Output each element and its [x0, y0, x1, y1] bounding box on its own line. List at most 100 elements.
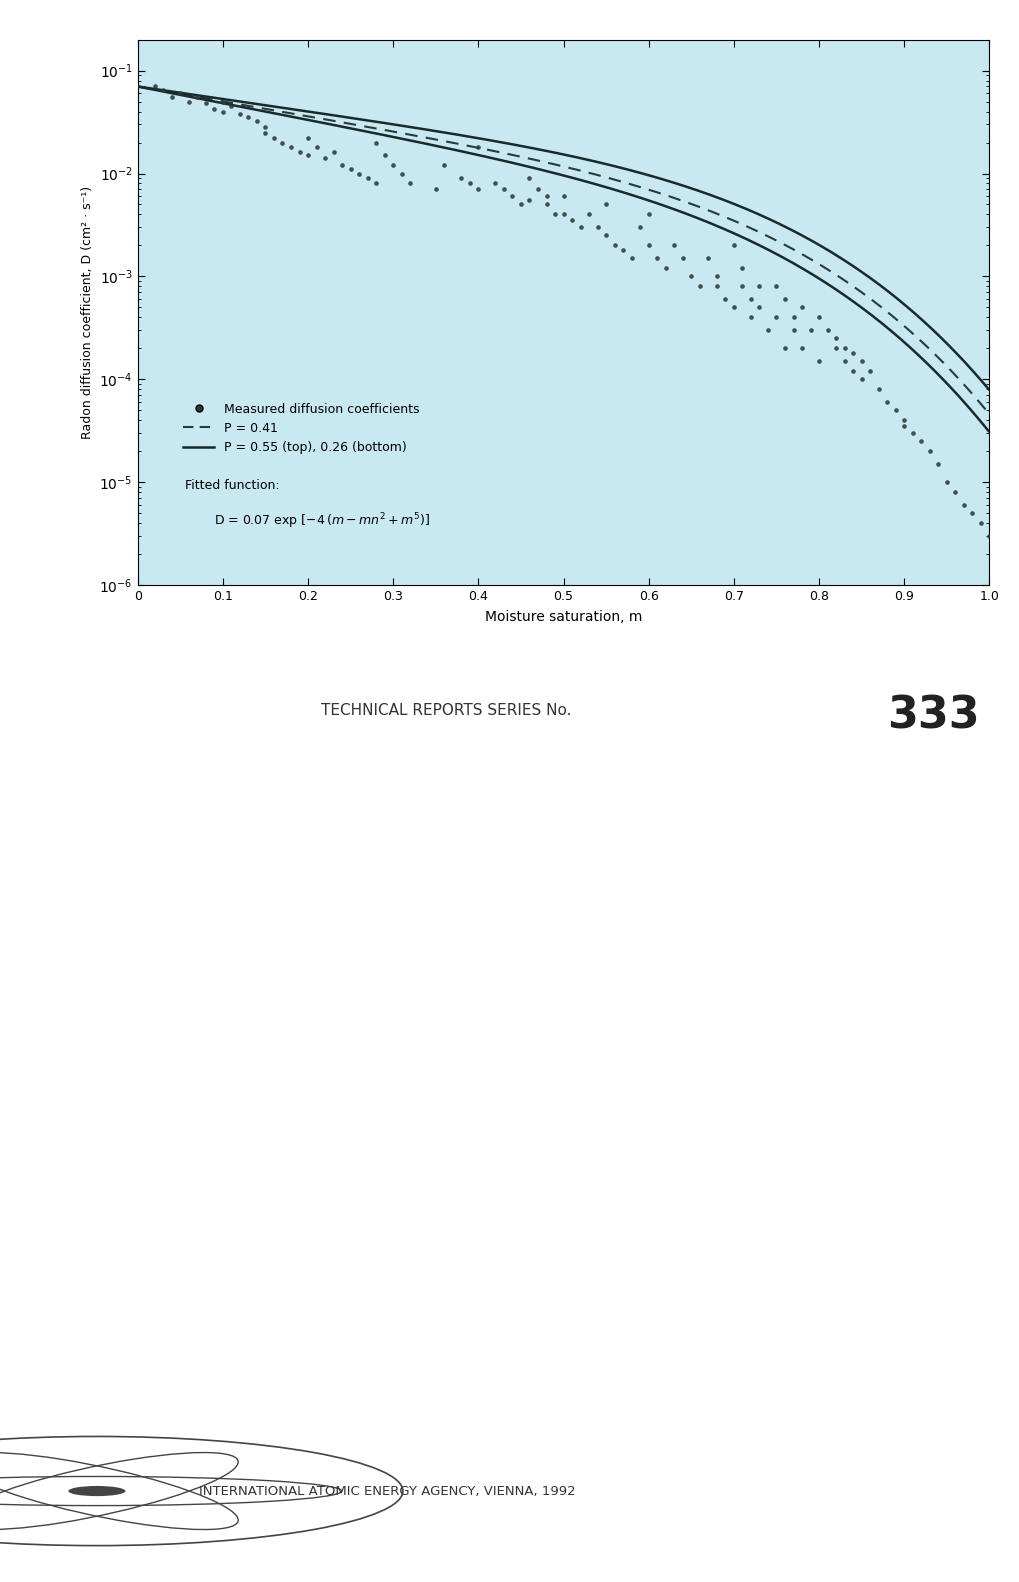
Point	[581, 202, 597, 228]
Point	[546, 202, 562, 228]
Point	[818, 318, 835, 343]
Circle shape	[68, 1485, 125, 1497]
Point	[538, 184, 554, 209]
Point	[767, 274, 784, 299]
Point	[691, 274, 707, 299]
Point	[776, 286, 793, 312]
Point	[513, 191, 529, 217]
Point	[895, 414, 911, 440]
Point	[462, 171, 478, 196]
Point	[452, 166, 469, 191]
Point	[674, 245, 690, 271]
Point	[240, 104, 257, 130]
Point	[597, 223, 613, 248]
Point	[904, 421, 920, 446]
Point	[376, 142, 392, 168]
Point	[614, 237, 631, 263]
Point	[785, 318, 801, 343]
Text: Measurement and Calculation of: Measurement and Calculation of	[167, 1005, 852, 1041]
Point	[699, 245, 715, 271]
Point	[359, 166, 375, 191]
Point	[436, 153, 452, 179]
Point	[215, 98, 231, 123]
Point	[683, 264, 699, 290]
Point	[751, 274, 767, 299]
Point	[708, 264, 725, 290]
Point	[657, 256, 674, 282]
Point	[606, 233, 623, 258]
Point	[844, 340, 860, 365]
Point	[759, 318, 775, 343]
X-axis label: Moisture saturation, m: Moisture saturation, m	[484, 611, 642, 625]
Text: Uranium Mill Tailings: Uranium Mill Tailings	[289, 1199, 730, 1236]
Text: TECHNICAL REPORTS SERIES No.: TECHNICAL REPORTS SERIES No.	[320, 702, 571, 718]
Point	[487, 171, 503, 196]
Point	[937, 470, 954, 495]
Point	[742, 305, 758, 331]
Point	[198, 90, 214, 115]
Point	[921, 438, 937, 464]
Point	[470, 177, 486, 202]
Point	[215, 89, 231, 114]
Point	[333, 153, 350, 179]
Point	[810, 305, 826, 331]
Point	[955, 492, 971, 517]
Point	[793, 294, 809, 320]
Text: INTERNATIONAL ATOMIC ENERGY AGENCY, VIENNA, 1992: INTERNATIONAL ATOMIC ENERGY AGENCY, VIEN…	[199, 1484, 575, 1498]
Point	[802, 318, 818, 343]
Point	[972, 511, 988, 536]
Point	[597, 191, 613, 217]
Point	[572, 215, 588, 240]
Point	[521, 166, 537, 191]
Point	[206, 97, 222, 122]
Point	[785, 305, 801, 331]
Point	[878, 389, 895, 414]
Point	[555, 184, 572, 209]
Point	[529, 177, 545, 202]
Point	[172, 81, 189, 106]
Point	[368, 130, 384, 155]
Point	[632, 215, 648, 240]
Point	[249, 109, 265, 134]
Point	[665, 233, 682, 258]
Point	[368, 171, 384, 196]
Point	[401, 171, 418, 196]
Point	[189, 84, 205, 109]
Point	[767, 305, 784, 331]
Point	[555, 202, 572, 228]
Point	[726, 233, 742, 258]
Point	[640, 202, 656, 228]
Point	[521, 188, 537, 214]
Point	[734, 256, 750, 282]
Point	[257, 115, 273, 141]
Point	[776, 335, 793, 361]
Point	[734, 274, 750, 299]
Point	[869, 377, 886, 402]
Point	[648, 245, 664, 271]
Point	[751, 294, 767, 320]
Point	[538, 191, 554, 217]
Point	[929, 451, 946, 476]
Point	[147, 74, 163, 100]
Point	[836, 335, 852, 361]
Point	[291, 139, 308, 165]
Point	[827, 326, 844, 351]
Point	[317, 146, 333, 171]
Text: D = 0.07 exp $\left[-4\,(m - mn^2 + m^5)\right]$: D = 0.07 exp $\left[-4\,(m - mn^2 + m^5)…	[214, 511, 430, 532]
Point	[793, 335, 809, 361]
Point	[564, 207, 580, 233]
Point	[274, 130, 290, 155]
Point	[495, 177, 512, 202]
Point	[351, 161, 367, 187]
Point	[180, 89, 197, 114]
Point	[853, 348, 869, 373]
Y-axis label: Radon diffusion coefficient, D (cm² · s⁻¹): Radon diffusion coefficient, D (cm² · s⁻…	[81, 185, 94, 440]
Point	[887, 397, 903, 422]
Point	[470, 134, 486, 160]
Point	[836, 348, 852, 373]
Text: Radon Releases from: Radon Releases from	[286, 1103, 733, 1137]
Point	[308, 134, 324, 160]
Point	[853, 367, 869, 392]
Point	[385, 153, 401, 179]
Text: Fitted function:: Fitted function:	[184, 479, 279, 492]
